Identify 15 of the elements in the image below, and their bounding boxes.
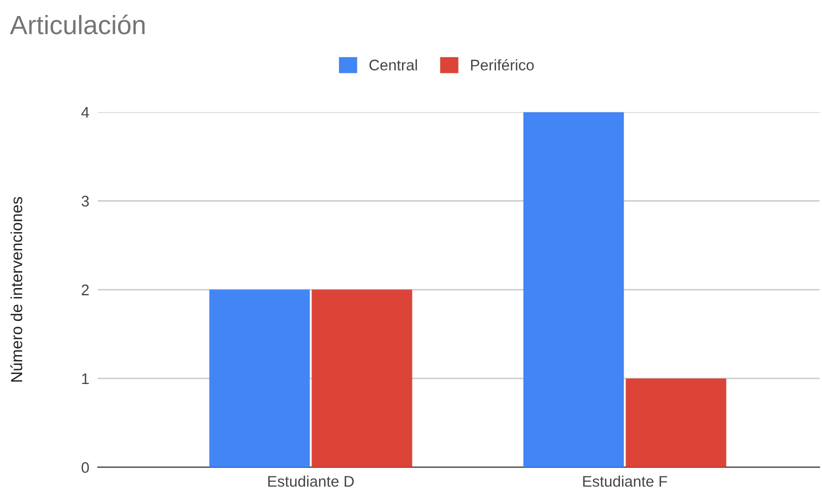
y-tick-label: 2 — [82, 284, 89, 296]
legend-label: Periférico — [471, 59, 534, 70]
y-tick-label: 1 — [82, 373, 89, 384]
y-tick-label: 3 — [82, 196, 89, 207]
y-axis-title: Número de intervenciones — [10, 197, 22, 382]
y-tick-label: 4 — [81, 107, 90, 118]
bar — [312, 290, 412, 468]
chart-title: Articulación — [10, 14, 145, 34]
x-tick-label: Estudiante F — [583, 476, 668, 487]
bar — [626, 378, 726, 468]
bar — [209, 290, 310, 468]
legend-label: Central — [369, 59, 417, 70]
x-tick-label: Estudiante D — [268, 476, 354, 487]
y-tick-label: 0 — [82, 462, 89, 473]
bar — [523, 112, 624, 468]
